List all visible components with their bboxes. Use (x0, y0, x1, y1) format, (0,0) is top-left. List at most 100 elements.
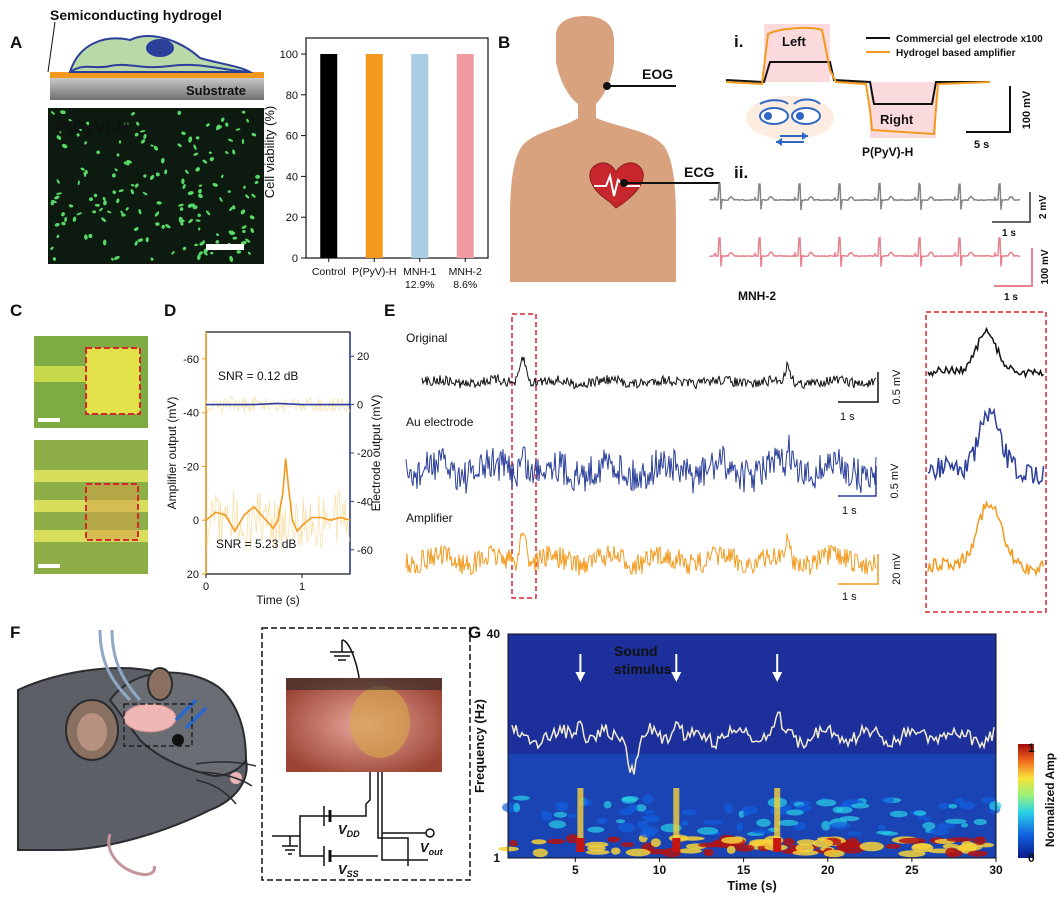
zoom-original-trace (927, 326, 1044, 379)
cell-dot (113, 255, 120, 260)
cell-dot (181, 131, 186, 136)
ecg-pink-trace (709, 236, 1021, 268)
panel-label-e: E (384, 301, 395, 320)
cell-dot (195, 167, 201, 172)
cell-dot (180, 222, 184, 226)
cell-dot (143, 174, 147, 178)
cell-dot (111, 257, 114, 261)
y-tick-label: 60 (286, 131, 298, 143)
x-tick-label: P(PyV)-H (352, 266, 396, 278)
power-blob (816, 799, 837, 807)
cell-dot (195, 136, 200, 140)
cell-dot (55, 192, 63, 195)
cell-dot (219, 197, 223, 203)
cell-dot (198, 189, 202, 194)
panel-b: B EOG ECG i. Left Right Commercial gel e… (498, 16, 1051, 303)
power-blob (945, 847, 958, 858)
cell-dot (150, 257, 154, 261)
cell-dot (205, 210, 211, 216)
cell-dot (232, 236, 238, 240)
scale-bar-bottom (38, 564, 60, 568)
power-blob (615, 819, 626, 824)
scale-bar (206, 244, 244, 250)
cell-dot (118, 140, 122, 144)
mouse-head (108, 671, 248, 778)
ecg-gray-trace (709, 182, 1021, 211)
power-blob (548, 820, 567, 829)
ecg-scale-bar-a (992, 192, 1031, 223)
eog-plot: i. Left Right Commercial gel electrode x… (725, 24, 1043, 159)
cell-dot (156, 201, 162, 205)
power-blob (922, 822, 936, 830)
cell-dot (149, 174, 155, 180)
left-tick-label: 20 (187, 569, 199, 581)
panel-label-a: A (10, 33, 22, 52)
power-blob (942, 843, 960, 850)
cell-dot (220, 117, 225, 122)
zoom-box (925, 311, 1047, 613)
power-blob (646, 849, 669, 855)
cell-dot (107, 210, 112, 214)
cell-dot (240, 240, 247, 245)
panel-label-d: D (164, 301, 176, 320)
power-blob (898, 850, 926, 858)
cell-dot (54, 222, 60, 227)
power-blob (973, 836, 986, 846)
power-blob (513, 802, 521, 813)
left-tick-label: -20 (183, 461, 199, 473)
stimulus-arrow-head (772, 672, 783, 682)
ecg-scale-2mv: 2 mV (1038, 195, 1049, 219)
power-blob (786, 809, 804, 816)
cell-dot (116, 198, 120, 204)
y-tick-label: 40 (286, 171, 298, 183)
cell-dot (153, 145, 159, 151)
left-tick-label: -40 (183, 408, 199, 420)
left-shading (764, 24, 830, 82)
cell-dot (134, 183, 139, 188)
power-blob (553, 811, 568, 818)
x-tick-label: 12.9% (405, 279, 435, 291)
power-blob (850, 803, 870, 809)
substrate-label: Substrate (186, 83, 246, 98)
stimulus-arrow-head (575, 672, 586, 682)
x-tick-label: 8.6% (453, 279, 477, 291)
cell-dot (78, 127, 82, 132)
cell-dot (195, 219, 201, 222)
cell-nucleus (146, 39, 174, 57)
hydrogel-layer (50, 72, 264, 78)
ecg-plot: ii. 2 mV 1 s 100 mV 1 s MNH-2 (709, 163, 1051, 303)
power-blob (721, 836, 743, 844)
cell-dot (138, 208, 142, 215)
left-tick-label: -60 (183, 354, 199, 366)
y-tick-label: 20 (286, 212, 298, 224)
scale-bar-top (38, 418, 60, 422)
cell-dot (94, 203, 100, 207)
x-tick-label: 10 (653, 863, 667, 877)
cell-dot (224, 151, 229, 155)
power-blob (967, 850, 988, 857)
cell-dot (188, 218, 193, 224)
amp-label: Amplifier (406, 511, 453, 525)
power-blob (829, 822, 851, 830)
x-tick-label: 25 (905, 863, 919, 877)
left-right-arrows-icon (776, 132, 808, 146)
stimulus-response-peak (773, 838, 782, 852)
power-blob (512, 795, 530, 801)
cell-dot (76, 212, 83, 216)
cell-dot (139, 129, 146, 133)
lead-1 (34, 470, 148, 482)
cell-dot (133, 227, 139, 232)
power-blob (911, 843, 934, 853)
e-scale-1s-c: 1 s (842, 591, 857, 603)
cell-dot (58, 130, 62, 134)
power-blob (568, 813, 578, 818)
power-blob (703, 848, 714, 857)
cell-dot (179, 207, 184, 211)
ecg-scale-bar-b (994, 248, 1033, 287)
power-blob (621, 796, 637, 804)
cell-dot (187, 191, 194, 196)
vout-terminal (425, 828, 435, 838)
cell-dot (206, 123, 210, 127)
cell-dot (51, 199, 57, 204)
pp-label: P(PyV)-H (862, 145, 913, 159)
